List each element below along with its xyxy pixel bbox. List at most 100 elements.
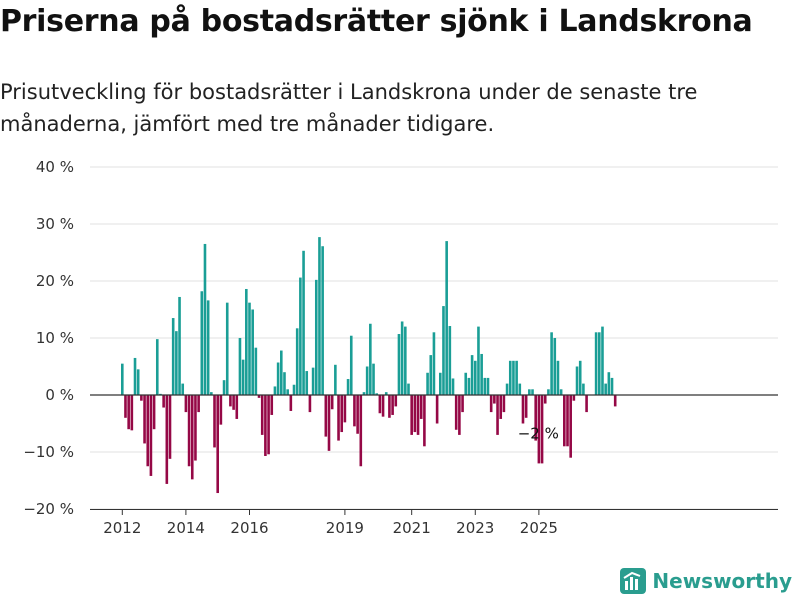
bar [601,326,604,395]
bar [121,363,124,395]
bar-chart: −20 % −10 % 0 % 10 % 20 % 30 % 40 % 2012 2014 201… [23,158,778,537]
bar [534,395,537,441]
bar [273,386,277,395]
bar [594,332,598,395]
bar [423,395,426,447]
bar [168,395,172,459]
bar [330,395,334,410]
bar [318,237,321,395]
bar [302,250,305,395]
bar [286,389,289,395]
bar [461,395,464,413]
bar [407,383,410,395]
bar [607,372,611,395]
bar [429,355,433,395]
bar [149,395,153,476]
bar [556,360,560,395]
bar [362,392,366,395]
bar [432,332,436,395]
bar [241,359,245,395]
x-tick-label: 2012 [103,519,141,537]
y-tick-label: −20 % [23,500,74,518]
bar [238,338,242,395]
x-tick-label: 2014 [167,519,205,537]
bar [311,367,315,395]
bar [598,332,601,395]
bar [613,395,617,407]
bar [372,363,375,395]
x-tick-label: 2019 [326,519,364,537]
bar [165,395,169,484]
bar [397,334,401,395]
bar [124,395,127,418]
bar [559,389,563,395]
x-tick-label: 2016 [230,519,268,537]
bar [232,395,235,410]
bar [381,395,385,417]
bar [206,300,210,395]
bar [400,321,404,395]
bar [346,379,350,395]
bar [308,395,312,413]
chart-subtitle: Prisutveckling för bostadsrätter i Lands… [0,80,698,136]
bar [213,395,216,448]
bar [200,291,204,395]
bar [543,395,547,404]
brand-name: Newsworthy [652,569,792,593]
bar [566,395,569,447]
bar [610,377,614,395]
bar [512,360,515,395]
bar [518,383,522,395]
bar [267,395,270,455]
axes [90,394,778,515]
bar [378,395,382,414]
bar [435,395,439,424]
bar [537,395,541,464]
bar [229,395,232,407]
x-tick-label: 2023 [456,519,494,537]
bar [502,395,506,413]
bar [270,395,274,415]
y-tick-label: 40 % [36,158,74,176]
bar [359,395,363,467]
bar [314,279,318,395]
bar [181,383,185,395]
bar [140,395,143,401]
bar [572,395,576,401]
bar [426,372,429,395]
chart-title: Priserna på bostadsrätter sjönk i Landsk… [0,4,753,39]
bar [327,395,331,451]
bar [175,331,178,395]
y-tick-label: 30 % [36,215,74,233]
bar [245,288,248,395]
bar [493,395,496,404]
bar [582,383,585,395]
bar [569,395,572,458]
bar [540,395,544,464]
y-tick-label: −10 % [23,443,74,461]
bar [203,243,207,395]
bar [349,335,353,395]
bar [550,332,553,395]
bar [388,395,391,418]
bar [505,383,509,395]
bar [521,395,525,424]
bar [508,360,512,395]
bar [222,380,226,395]
bar [152,395,156,430]
y-tick-label: 0 % [45,386,74,404]
bar [334,364,337,395]
y-tick-label: 10 % [36,329,74,347]
bar [483,377,487,395]
bar [369,323,372,395]
bar [467,377,471,395]
bar [413,395,417,433]
bar [292,384,296,395]
bar [225,302,229,395]
bar [337,395,340,441]
bar [280,350,283,395]
bar [127,395,130,430]
bar [187,395,191,467]
bar [305,371,309,395]
bar [146,395,150,467]
